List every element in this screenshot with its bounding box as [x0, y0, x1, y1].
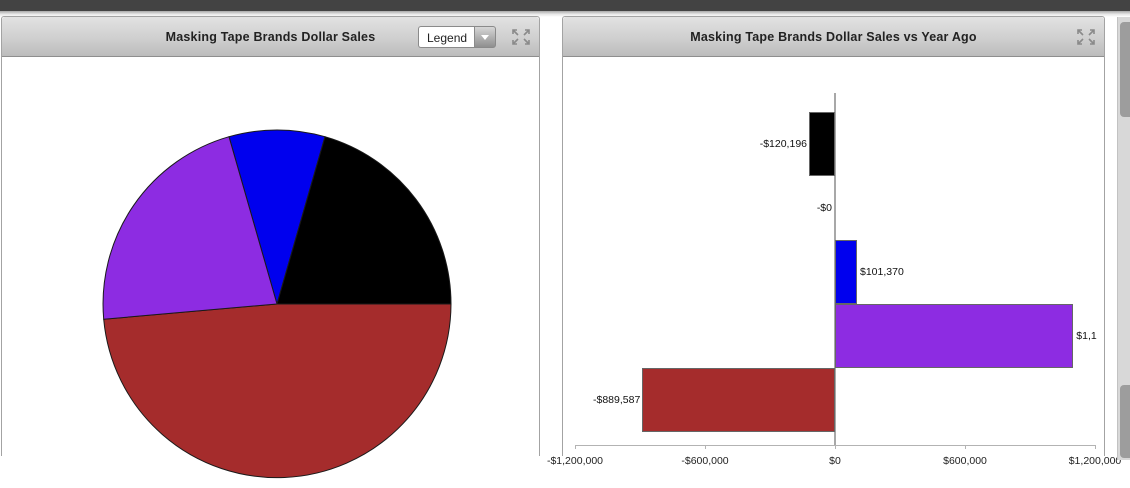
page-background-strip	[0, 11, 1130, 17]
scrollbar-thumb-bottom[interactable]	[1120, 385, 1130, 458]
bar-red-brand[interactable]	[642, 368, 835, 432]
x-axis-tick-label: $0	[829, 455, 841, 467]
x-axis-tick-label: -$600,000	[681, 455, 729, 467]
x-axis-tick	[705, 445, 706, 449]
x-axis-tick-label: -$1,200,000	[546, 455, 604, 467]
expand-arrows-icon[interactable]	[510, 28, 532, 46]
bar-value-label-zero-brand: -$0	[816, 202, 832, 214]
bar-value-label-purple-brand: $1,1	[1076, 330, 1097, 342]
scrollbar-thumb-top[interactable]	[1120, 22, 1130, 117]
pie-chart[interactable]	[76, 88, 476, 488]
bar-blue-brand[interactable]	[835, 240, 857, 304]
x-axis-tick	[965, 445, 966, 449]
x-axis-tick-label: $1,200,000	[1068, 455, 1122, 467]
x-axis-tick	[575, 445, 576, 449]
pie-slice-red-brand[interactable]	[103, 303, 452, 479]
bar-black-brand[interactable]	[809, 112, 835, 176]
pie-panel-header[interactable]: Masking Tape Brands Dollar Sales Legend	[2, 17, 539, 57]
pie-panel-title: Masking Tape Brands Dollar Sales	[165, 30, 376, 44]
pie-slice-blue-brand[interactable]	[228, 129, 326, 306]
legend-dropdown-button[interactable]	[474, 26, 496, 48]
x-axis-tick	[835, 445, 836, 449]
bar-value-label-blue-brand: $101,370	[860, 266, 904, 278]
chevron-down-icon	[481, 35, 489, 40]
bar-panel-header[interactable]: Masking Tape Brands Dollar Sales vs Year…	[563, 17, 1104, 57]
bar-value-label-red-brand: -$889,587	[593, 394, 641, 406]
x-axis-tick-label: $600,000	[943, 455, 987, 467]
bar-panel-title: Masking Tape Brands Dollar Sales vs Year…	[690, 30, 977, 44]
scrollbar-track[interactable]	[1117, 17, 1130, 460]
pie-slice-purple-brand[interactable]	[102, 136, 278, 320]
expand-arrows-icon[interactable]	[1075, 28, 1097, 46]
pie-chart-area	[2, 57, 539, 479]
window-top-bar	[0, 0, 1130, 11]
bar-purple-brand[interactable]	[835, 304, 1074, 368]
pie-chart-panel: Masking Tape Brands Dollar Sales Legend	[1, 16, 540, 479]
legend-dropdown[interactable]: Legend	[418, 26, 496, 48]
bar-chart-area: -$1,200,000 -$600,000 $0 $600,000 $1,200,000…	[547, 57, 1121, 467]
bar-chart-panel: Masking Tape Brands Dollar Sales vs Year…	[547, 16, 1121, 467]
legend-dropdown-value[interactable]: Legend	[418, 26, 474, 48]
bar-value-label-black-brand: -$120,196	[759, 138, 807, 150]
bar-plot[interactable]: -$1,200,000 -$600,000 $0 $600,000 $1,200,000…	[547, 57, 1121, 467]
pie-slice-black-brand[interactable]	[276, 136, 452, 305]
x-axis-tick	[1095, 445, 1096, 449]
